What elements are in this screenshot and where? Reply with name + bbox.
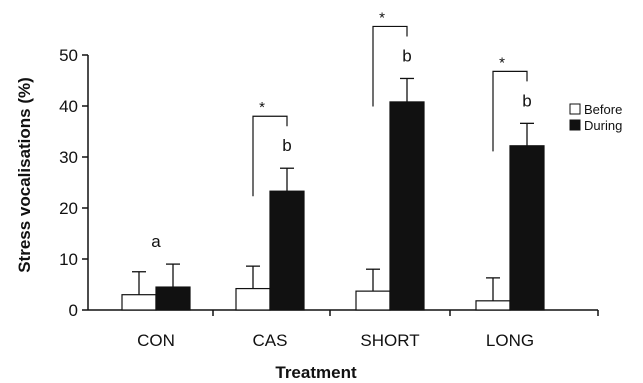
x-tick-label: CAS	[253, 331, 288, 350]
x-tick-label: SHORT	[360, 331, 419, 350]
significance-letter: b	[522, 91, 531, 110]
significance-letter: b	[402, 46, 411, 65]
y-tick-label: 50	[59, 46, 78, 65]
y-tick-label: 40	[59, 97, 78, 116]
x-tick-label: CON	[137, 331, 175, 350]
bar-before-short	[355, 290, 391, 311]
chart-axes: 0 10 20 30 40 50 CON CAS SHORT LONG	[59, 46, 599, 350]
y-tick-label: 0	[69, 301, 78, 320]
bar-during-short	[389, 101, 425, 311]
x-tick-label: LONG	[486, 331, 534, 350]
significance-bracket	[492, 70, 528, 152]
significance-star: *	[259, 99, 265, 116]
legend-label-during: During	[584, 118, 622, 133]
significance-letter: a	[151, 232, 161, 251]
bar-during-con	[155, 286, 191, 311]
bar-before-con	[121, 294, 157, 311]
significance-letter: b	[282, 136, 291, 155]
bar-before-long	[475, 300, 511, 311]
legend-label-before: Before	[584, 102, 622, 117]
legend-swatch-before	[569, 103, 581, 115]
chart-bars	[121, 77, 545, 311]
y-axis-title: Stress vocalisations (%)	[15, 77, 34, 273]
bar-during-long	[509, 145, 545, 311]
chart-annotations: a b b b * * *	[151, 9, 531, 251]
significance-star: *	[379, 9, 385, 26]
significance-star: *	[499, 54, 505, 71]
bar-during-cas	[269, 190, 305, 311]
y-tick-label: 30	[59, 148, 78, 167]
significance-bracket	[372, 25, 408, 107]
legend-swatch-during	[569, 119, 581, 131]
x-axis-title: Treatment	[275, 363, 357, 382]
y-tick-label: 10	[59, 250, 78, 269]
y-tick-label: 20	[59, 199, 78, 218]
significance-bracket	[252, 115, 288, 197]
bar-before-cas	[235, 287, 271, 311]
